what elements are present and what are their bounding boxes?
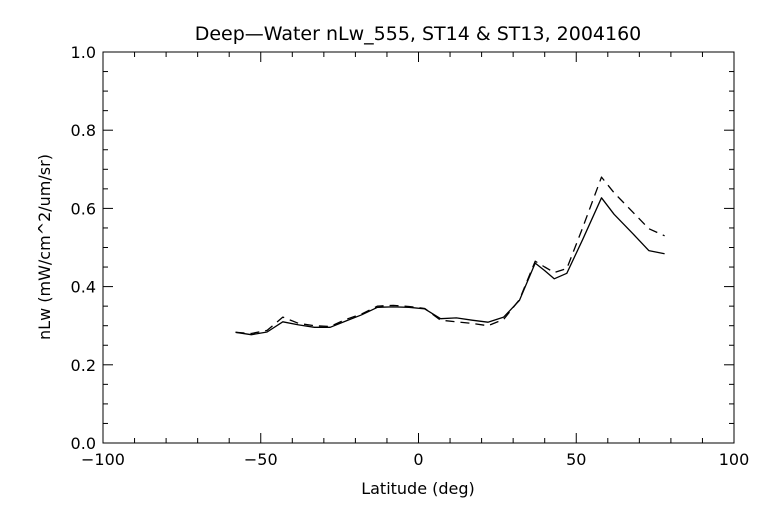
plot-frame	[102, 51, 735, 444]
y-tick-label: 0.2	[71, 356, 96, 375]
series-line-dashed	[235, 176, 665, 335]
x-tick-label: −100	[81, 450, 125, 469]
x-tick-label: 0	[413, 450, 423, 469]
x-axis-label: Latitude (deg)	[361, 479, 475, 498]
y-tick-label: 0.8	[71, 121, 96, 140]
x-tick-label: 100	[719, 450, 750, 469]
x-tick-label: 50	[566, 450, 586, 469]
y-tick-label: 0.4	[71, 278, 96, 297]
y-tick-label: 0.6	[71, 199, 96, 218]
chart-title: Deep—Water nLw_555, ST14 & ST13, 2004160	[195, 23, 642, 45]
y-tick-label: 1.0	[71, 43, 96, 62]
axis-ticks: −100 −50 0 50 100 0.0 0.2 0.4 0.6 0.8 1.0	[71, 43, 750, 469]
series-line-solid	[235, 197, 665, 336]
series-lines	[235, 176, 665, 336]
y-tick-label: 0.0	[71, 434, 96, 453]
y-axis-label: nLw (mW/cm^2/um/sr)	[35, 154, 54, 340]
x-tick-label: −50	[244, 450, 278, 469]
